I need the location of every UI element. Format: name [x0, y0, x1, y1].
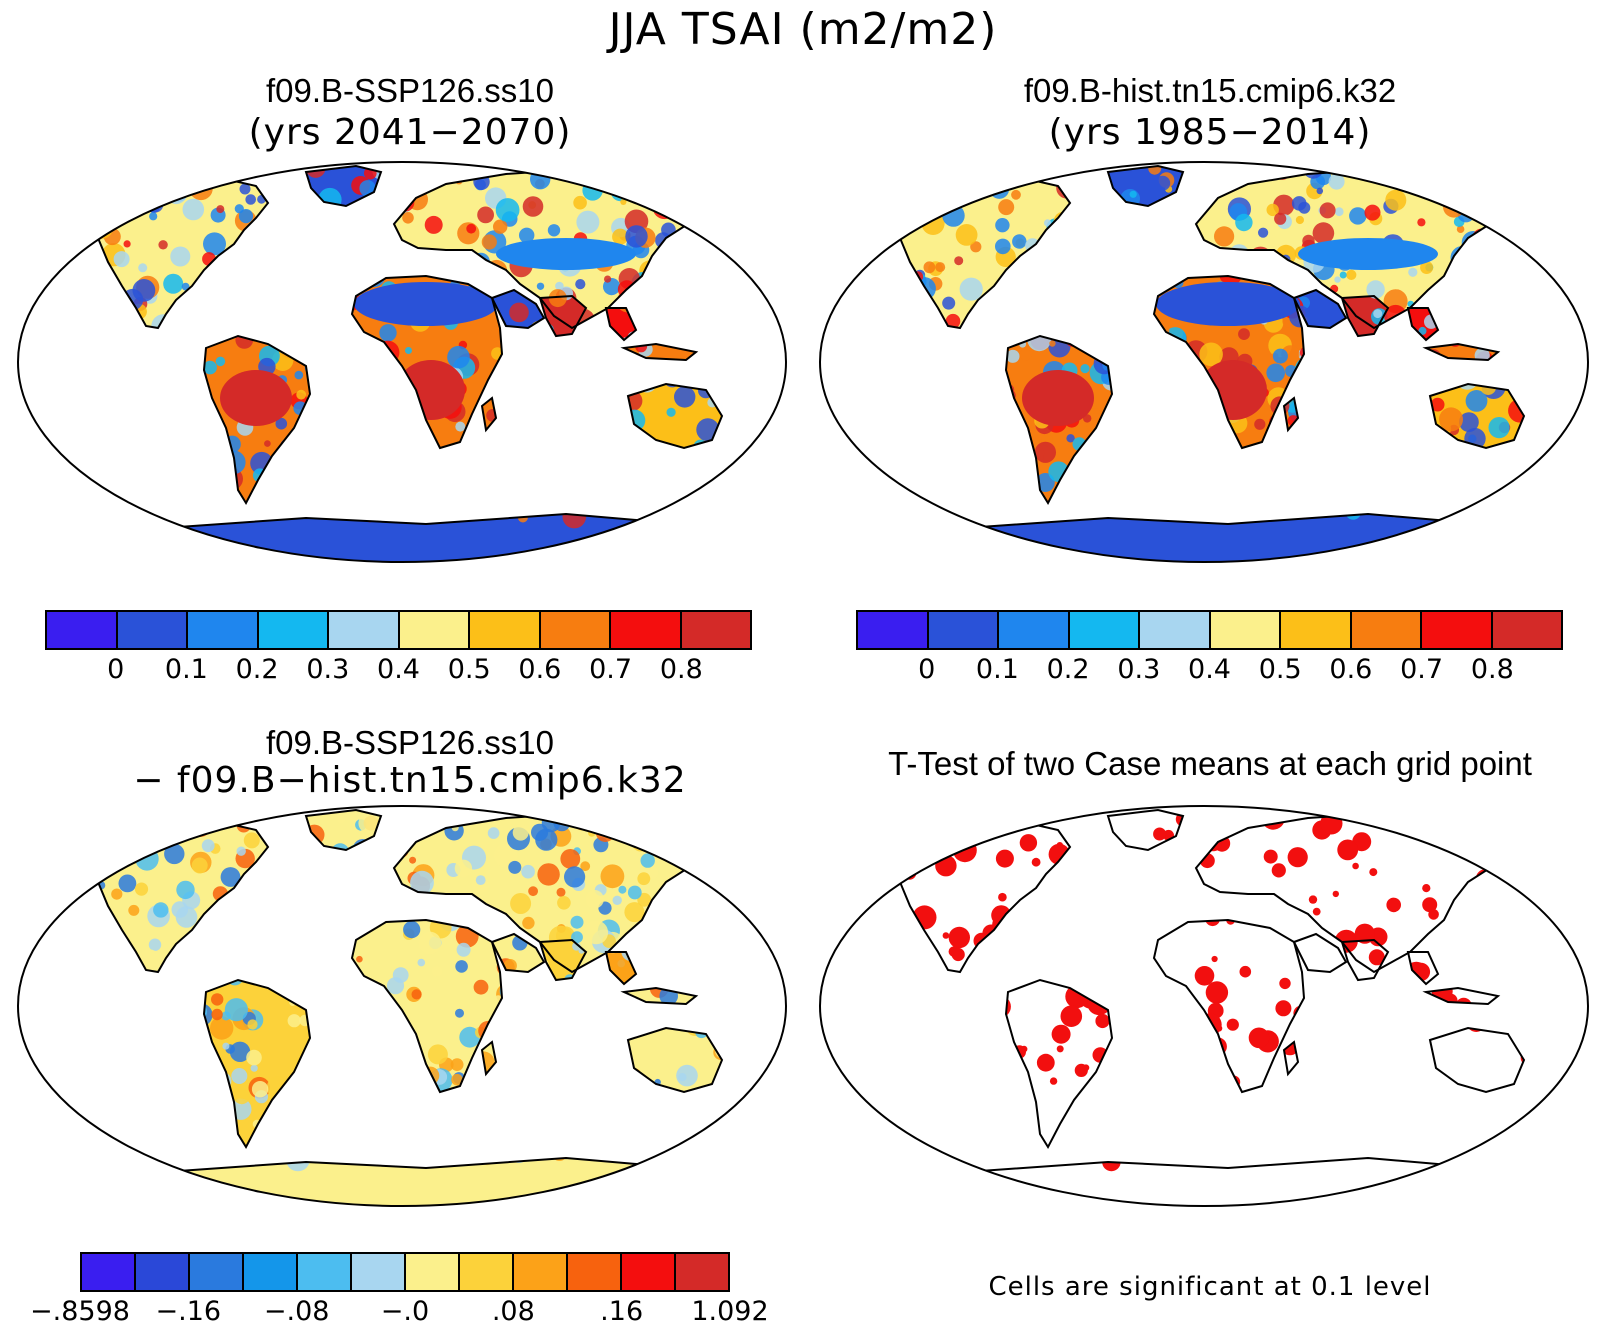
colorbar-swatch [622, 1254, 676, 1290]
colorbar-tick-label: 0.6 [518, 654, 562, 685]
colorbar-swatch [1422, 612, 1493, 648]
colorbar-tick-label: 0.2 [1046, 654, 1090, 685]
significance-note: Cells are significant at 0.1 level [988, 1272, 1432, 1302]
colorbar-swatch [611, 612, 682, 648]
land-southAmerica [1006, 980, 1112, 1147]
colorbar-swatch [1140, 612, 1211, 648]
colorbar-swatch [568, 1254, 622, 1290]
colorbar-tick-label: 0.1 [164, 654, 208, 685]
map-top-left [17, 161, 787, 563]
land-northAmerica [896, 178, 1070, 328]
land-australia [628, 1028, 722, 1092]
map-frame [819, 805, 1589, 1207]
colorbar-tick-label: 0.5 [447, 654, 491, 685]
map-frame [17, 161, 787, 563]
colorbar-swatch [47, 612, 118, 648]
colorbar-swatch [329, 612, 400, 648]
colorbar-tick-label: 0.7 [1400, 654, 1444, 685]
map-top-right [819, 161, 1589, 563]
colorbar-tick-label: 0.3 [306, 654, 350, 685]
map-frame [17, 805, 787, 1207]
colorbar-swatch [1210, 612, 1281, 648]
panel-title-top-right: f09.B-hist.tn15.cmip6.k32 [1023, 72, 1397, 109]
land-greenland [1108, 166, 1183, 206]
colorbar-bottom-left [80, 1252, 730, 1292]
panel-title-bottom-right: T-Test of two Case means at each grid po… [888, 745, 1532, 782]
map-frame [819, 161, 1589, 563]
colorbar-swatch [540, 612, 611, 648]
colorbar-swatch [1351, 612, 1422, 648]
colorbar-swatch [1069, 612, 1140, 648]
colorbar-tick-label: 0.4 [377, 654, 420, 685]
colorbar-swatch [188, 612, 259, 648]
colorbar-top-left [45, 610, 752, 650]
colorbar-tick-label: −.16 [155, 1296, 222, 1327]
colorbar-tick-label: .08 [491, 1296, 535, 1327]
panel-subtitle-top-left: (yrs 2041−2070) [248, 112, 572, 153]
figure-title: JJA TSAI (m2/m2) [608, 4, 998, 55]
land-australia [1430, 1028, 1524, 1092]
colorbar-swatch [999, 612, 1070, 648]
colorbar-tick-label: .16 [600, 1296, 644, 1327]
colorbar-swatch [136, 1254, 190, 1290]
colorbar-swatch [244, 1254, 298, 1290]
colorbar-top-right [856, 610, 1563, 650]
colorbar-tick-label: 0.6 [1329, 654, 1373, 685]
colorbar-tick-label: −.08 [263, 1296, 330, 1327]
colorbar-tick-label: −.8598 [30, 1296, 130, 1327]
colorbar-swatch [1281, 612, 1352, 648]
colorbar-swatch [82, 1254, 136, 1290]
colorbar-swatch [117, 612, 188, 648]
colorbar-swatch [858, 612, 929, 648]
panel-title-top-left: f09.B-SSP126.ss10 [265, 72, 554, 109]
colorbar-swatch [190, 1254, 244, 1290]
colorbar-tick-label: 0.8 [659, 654, 703, 685]
colorbar-swatch [514, 1254, 568, 1290]
colorbar-swatch [681, 612, 750, 648]
colorbar-swatch [1492, 612, 1561, 648]
panel-subtitle-bottom-left: − f09.B−hist.tn15.cmip6.k32 [133, 760, 687, 801]
colorbar-swatch [470, 612, 541, 648]
colorbar-tick-label: 0.3 [1117, 654, 1161, 685]
colorbar-swatch [460, 1254, 514, 1290]
land-arabia [1294, 934, 1346, 972]
colorbar-tick-label: 0.8 [1470, 654, 1514, 685]
colorbar-swatch [258, 612, 329, 648]
land-greenland [1108, 810, 1183, 850]
colorbar-tick-label: 0.2 [235, 654, 279, 685]
colorbar-swatch [298, 1254, 352, 1290]
colorbar-swatch [928, 612, 999, 648]
colorbar-tick-label: 0 [918, 654, 936, 685]
colorbar-tick-label: 0.4 [1188, 654, 1231, 685]
colorbar-tick-label: −.0 [380, 1296, 430, 1327]
map-bottom-right [819, 805, 1589, 1207]
colorbar-swatch [406, 1254, 460, 1290]
colorbar-tick-label: 0.1 [975, 654, 1019, 685]
colorbar-swatch [676, 1254, 728, 1290]
colorbar-swatch [399, 612, 470, 648]
colorbar-tick-label: 0 [107, 654, 125, 685]
panel-title-bottom-left: f09.B-SSP126.ss10 [265, 724, 554, 761]
colorbar-tick-label: 1.092 [691, 1296, 769, 1327]
map-bottom-left [17, 805, 787, 1207]
panel-subtitle-top-right: (yrs 1985−2014) [1048, 112, 1372, 153]
colorbar-swatch [352, 1254, 406, 1290]
colorbar-tick-label: 0.7 [589, 654, 633, 685]
colorbar-tick-label: 0.5 [1258, 654, 1302, 685]
